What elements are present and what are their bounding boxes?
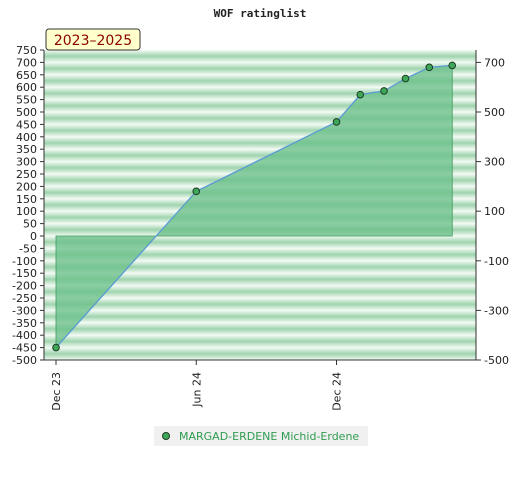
y-left-tick-label: -200 bbox=[12, 280, 37, 293]
chart-title: WOF ratinglist bbox=[214, 7, 307, 20]
background-band bbox=[44, 74, 476, 88]
y-left-tick-label: -150 bbox=[12, 267, 37, 280]
y-left-tick-label: -100 bbox=[12, 255, 37, 268]
background-band bbox=[44, 310, 476, 323]
background-band bbox=[44, 50, 476, 63]
y-right-tick-label: 500 bbox=[484, 106, 505, 119]
y-left-tick-label: -300 bbox=[12, 304, 37, 317]
data-point bbox=[52, 343, 60, 352]
background-band bbox=[44, 248, 476, 261]
series-line bbox=[55, 64, 453, 349]
y-left-tick-label: 400 bbox=[16, 131, 37, 144]
x-tick-label: Jun 24 bbox=[190, 372, 203, 408]
y-left-tick-label: 600 bbox=[16, 81, 37, 94]
data-point bbox=[356, 90, 365, 99]
data-point bbox=[425, 63, 434, 72]
y-right-tick-label: 700 bbox=[484, 56, 505, 69]
y-left-tick-label: 550 bbox=[16, 94, 37, 107]
background-band bbox=[44, 298, 476, 311]
x-tick-label: Dec 24 bbox=[331, 372, 344, 411]
background-band bbox=[44, 335, 476, 348]
series-group bbox=[52, 61, 457, 352]
data-point bbox=[401, 74, 410, 83]
x-tick-label: Dec 23 bbox=[50, 372, 63, 411]
y-right-tick-label: 300 bbox=[484, 156, 505, 169]
background-band bbox=[44, 322, 476, 336]
y-left-tick-label: -250 bbox=[12, 292, 37, 305]
y-left-tick-label: 750 bbox=[16, 44, 37, 57]
y-right-tick-label: 100 bbox=[484, 205, 505, 218]
background-band bbox=[44, 260, 476, 274]
y-left-tick-label: -450 bbox=[12, 342, 37, 355]
data-point bbox=[332, 118, 341, 126]
y-left-tick-label: -50 bbox=[19, 242, 37, 255]
y-left-tick-label: 250 bbox=[16, 168, 37, 181]
y-left-tick-label: 700 bbox=[16, 56, 37, 69]
y-left-tick-label: 300 bbox=[16, 156, 37, 169]
y-left-tick-label: 350 bbox=[16, 143, 37, 156]
y-left-tick-label: 0 bbox=[30, 230, 37, 243]
data-point bbox=[192, 187, 201, 196]
y-left-tick-label: 50 bbox=[23, 218, 37, 231]
legend: MARGAD-ERDENE Michid-Erdene bbox=[154, 426, 368, 446]
y-left-tick-label: 150 bbox=[16, 193, 37, 206]
y-left-tick-label: 650 bbox=[16, 69, 37, 82]
background-band bbox=[44, 62, 476, 75]
background-band bbox=[44, 347, 476, 360]
y-left-tick-label: -500 bbox=[12, 354, 37, 367]
data-point bbox=[448, 61, 457, 70]
y-right-tick-label: -100 bbox=[484, 255, 509, 268]
background-band bbox=[44, 273, 476, 286]
y-left-tick-label: -350 bbox=[12, 317, 37, 330]
legend-label: MARGAD-ERDENE Michid-Erdene bbox=[179, 430, 359, 443]
y-left-tick-label: 100 bbox=[16, 205, 37, 218]
y-left-tick-label: 450 bbox=[16, 118, 37, 131]
data-point bbox=[380, 87, 388, 95]
axes: 7507006506005505004504003503002502001501… bbox=[12, 44, 509, 411]
y-left-tick-label: 500 bbox=[16, 106, 37, 119]
y-left-tick-label: 200 bbox=[16, 180, 37, 193]
y-right-tick-label: -300 bbox=[484, 304, 509, 317]
period-badge-label: 2023–2025 bbox=[54, 33, 132, 49]
y-right-tick-label: -500 bbox=[484, 354, 509, 367]
period-badge: 2023–2025 bbox=[45, 28, 141, 51]
background-band bbox=[44, 285, 476, 298]
legend-marker bbox=[162, 432, 170, 440]
y-left-tick-label: -400 bbox=[12, 329, 37, 342]
